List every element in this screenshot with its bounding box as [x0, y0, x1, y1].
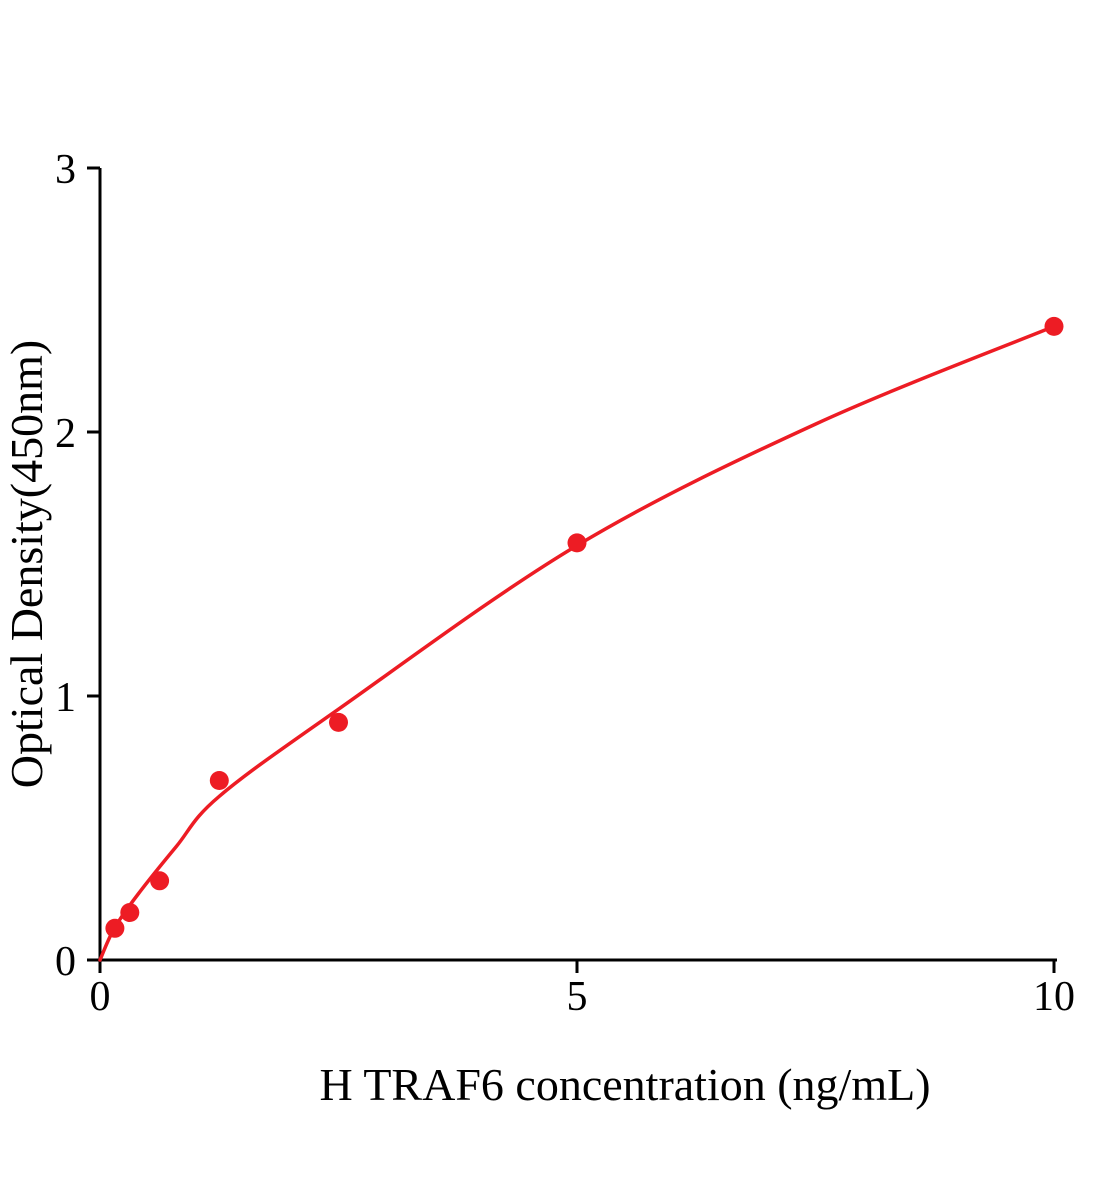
x-axis-title: H TRAF6 concentration (ng/mL)	[319, 1059, 930, 1110]
data-point	[329, 712, 348, 732]
x-tick-label: 0	[90, 974, 111, 1020]
data-point	[150, 871, 170, 891]
y-tick-label: 0	[55, 939, 76, 985]
x-tick-label: 5	[567, 974, 588, 1020]
axes-group: 0 1 2 3 0 5 10	[55, 147, 1075, 1020]
data-point	[105, 918, 125, 938]
y-axis-title: Optical Density(450nm)	[1, 340, 52, 788]
y-tick-label: 3	[55, 147, 76, 193]
data-point	[1044, 316, 1064, 336]
data-point	[209, 771, 229, 790]
data-point	[120, 903, 140, 922]
x-tick-label: 10	[1033, 974, 1075, 1020]
y-tick-label: 1	[55, 675, 76, 721]
series-group	[98, 316, 1064, 962]
fit-curve-line	[98, 324, 1056, 962]
y-tick-label: 2	[55, 411, 76, 457]
data-point	[567, 533, 587, 553]
